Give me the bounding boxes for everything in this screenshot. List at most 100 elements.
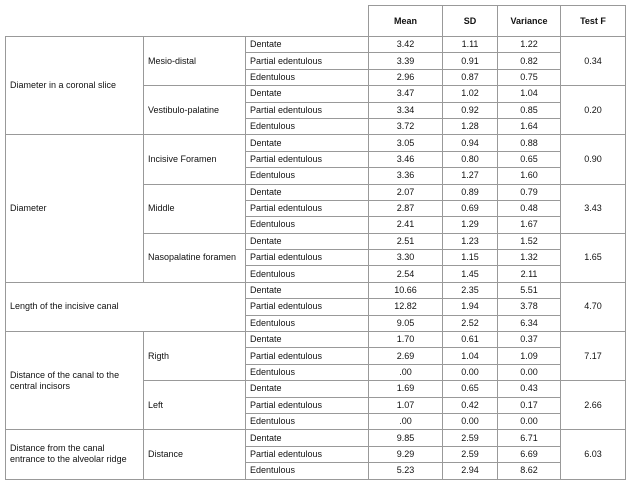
table-row: Left Dentate 1.69 0.65 0.43 2.66 [6,380,627,431]
mean: 5.23 [368,462,444,480]
group-label: Length of the incisive canal [5,281,246,333]
table-row: Edentulous 2.41 1.29 1.67 [6,216,626,234]
subgroup-label: Middle [143,183,246,234]
mean: 3.36 [368,167,444,185]
mean: 3.72 [368,117,444,136]
blank-cell [5,5,369,37]
mean: 3.46 [368,150,444,169]
test-f: 0.34 [560,35,627,87]
variance: 0.65 [497,150,562,169]
variance: 0.00 [497,363,562,382]
variance: 3.78 [497,298,562,316]
table-row: Partial edentulous 1.07 0.42 0.17 [6,396,626,414]
condition: Dentate [244,429,370,447]
sd: 0.94 [442,134,499,152]
mean: 2.54 [368,265,444,283]
variance: 1.52 [497,232,562,251]
variance: 8.62 [497,462,562,480]
variance: 1.04 [497,85,562,103]
sd: 0.92 [442,101,499,119]
table-row: Distance from the canal entrance to the … [5,429,627,480]
table-row: Edentulous 2.54 1.45 2.11 [6,265,626,283]
sd: 2.59 [442,445,499,464]
table-row: Partial edentulous 2.69 1.04 1.09 [6,347,626,365]
variance: 2.11 [497,265,562,283]
condition: Partial edentulous [244,249,370,267]
sd: 0.80 [442,150,499,169]
table-row: Partial edentulous 2.87 0.69 0.48 [6,199,626,218]
mean: 3.30 [368,249,444,267]
sd: 1.02 [442,85,499,103]
condition: Dentate [244,183,370,201]
sd: 0.42 [442,396,499,414]
table-row: Edentulous 3.36 1.27 1.60 [6,167,626,185]
sd: 0.91 [442,52,499,70]
table-header: Mean SD Variance Test F [5,5,627,37]
condition: Partial edentulous [244,396,370,414]
variance: 0.85 [497,101,562,119]
sd: 0.00 [442,412,499,431]
group-label: Distance of the canal to the central inc… [5,331,144,431]
mean: 3.34 [368,101,444,119]
sd: 2.52 [442,314,499,333]
mean: 1.69 [368,380,444,398]
group-label: Diameter in a coronal slice [5,35,144,136]
variance: 1.22 [497,35,562,54]
variance: 0.79 [497,183,562,201]
sd: 0.89 [442,183,499,201]
mean: .00 [368,412,444,431]
subgroup-label: Incisive Foramen [143,134,246,185]
condition: Edentulous [244,167,370,185]
table-row: Distance of the canal to the central inc… [5,331,627,431]
header-cell: SD [442,5,499,37]
sd: 1.04 [442,347,499,365]
stats-table: Mean SD Variance Test F Diameter in a co… [5,5,627,480]
sd: 1.15 [442,249,499,267]
condition: Dentate [244,134,370,152]
test-f: 1.65 [560,232,627,283]
mean: 2.51 [368,232,444,251]
condition: Dentate [244,232,370,251]
subgroup-label: Vestibulo-palatine [143,85,246,136]
sd: 1.11 [442,35,499,54]
condition: Edentulous [244,216,370,234]
mean: 2.41 [368,216,444,234]
subgroup-label: Mesio-distal [143,35,246,87]
sd: 0.00 [442,363,499,382]
condition: Edentulous [244,117,370,136]
subgroup-label: Distance [143,429,246,480]
table-row: Diameter Incisive Foramen Dentate 3.05 0.94 0… [5,134,627,283]
sd: 1.45 [442,265,499,283]
condition: Edentulous [244,68,370,87]
mean: 2.07 [368,183,444,201]
variance: 6.34 [497,314,562,333]
sd: 0.69 [442,199,499,218]
mean: 2.87 [368,199,444,218]
subgroup-label: Rigth [143,331,246,382]
group-label: Distance from the canal entrance to the … [5,429,144,480]
condition: Edentulous [244,462,370,480]
mean: 3.05 [368,134,444,152]
header-cell: Test F [560,5,627,37]
condition: Dentate [244,331,370,349]
condition: Edentulous [244,363,370,382]
variance: 1.09 [497,347,562,365]
variance: 5.51 [497,281,562,300]
table-row: Partial edentulous 3.39 0.91 0.82 [6,52,626,70]
sd: 2.59 [442,429,499,447]
condition: Dentate [244,281,370,300]
mean: 3.39 [368,52,444,70]
sd: 1.28 [442,117,499,136]
mean: 9.05 [368,314,444,333]
condition: Dentate [244,380,370,398]
variance: 0.75 [497,68,562,87]
variance: 0.43 [497,380,562,398]
variance: 1.64 [497,117,562,136]
sd: 2.35 [442,281,499,300]
condition: Partial edentulous [244,199,370,218]
variance: 1.60 [497,167,562,185]
mean: 9.29 [368,445,444,464]
mean: 12.82 [368,298,444,316]
header-cell: Variance [497,5,562,37]
